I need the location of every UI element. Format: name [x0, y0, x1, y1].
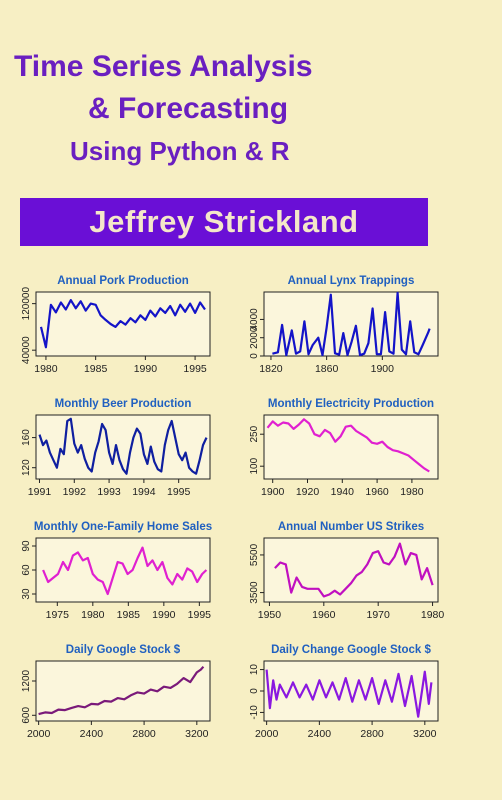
plot-frame [263, 660, 439, 722]
x-tick-label: 1940 [331, 486, 355, 498]
x-tick-label: 2000 [255, 728, 279, 740]
chart-title: Daily Change Google Stock $ [271, 644, 431, 656]
x-tick-label: 2800 [360, 728, 384, 740]
chart-title: Monthly One-Family Home Sales [34, 521, 212, 533]
chart-panel-2: Annual Lynx Trappings 1820 1860 1900 0 200040… [249, 275, 439, 375]
cover-title-line-2: & Forecasting [88, 92, 289, 125]
y-tick-label: 3500 [249, 581, 260, 604]
x-tick-label: 1995 [188, 609, 212, 621]
x-tick-label: 2800 [132, 728, 156, 740]
chart-title: Daily Google Stock $ [66, 644, 181, 656]
series-line [274, 542, 434, 598]
x-tick-label: 1990 [152, 609, 176, 621]
x-tick-label: 1950 [258, 609, 282, 621]
author-name: Jeffrey Strickland [89, 204, 359, 239]
y-tick-label: 250 [249, 425, 260, 442]
chart-panel-1: Annual Pork Production 1980 1985 1990 1995 40… [21, 275, 211, 375]
x-tick-label: 1991 [28, 486, 52, 498]
series-line [265, 669, 433, 718]
chart-title: Monthly Electricity Production [268, 398, 434, 410]
y-tick-label: 5500 [249, 543, 260, 566]
x-tick-label: 1994 [132, 486, 156, 498]
chart-title: Annual Lynx Trappings [288, 275, 415, 287]
x-tick-label: 1980 [400, 486, 424, 498]
x-tick-label: 1860 [315, 363, 339, 375]
x-tick-label: 1995 [183, 363, 207, 375]
y-tick-label: 30 [21, 588, 32, 600]
x-tick-label: 1920 [296, 486, 320, 498]
x-tick-label: 1960 [365, 486, 389, 498]
series-line [266, 418, 430, 473]
y-tick-label: 160 [21, 429, 32, 446]
chart-panel-5: Monthly One-Family Home Sales 1975 1980 198… [21, 521, 212, 621]
author-bar: Jeffrey Strickland [20, 198, 428, 246]
series-line [39, 299, 206, 349]
x-tick-label: 1985 [117, 609, 141, 621]
y-tick-label: 120 [21, 459, 32, 476]
y-tick-label: 10 [249, 664, 260, 676]
y-tick-label: 100 [249, 457, 260, 474]
plot-frame [35, 660, 211, 722]
series-line [42, 546, 208, 596]
x-tick-label: 1992 [63, 486, 87, 498]
chart-title: Annual Number US Strikes [278, 521, 424, 533]
x-tick-label: 1980 [81, 609, 105, 621]
x-tick-label: 1900 [261, 486, 285, 498]
chart-title: Monthly Beer Production [55, 398, 192, 410]
x-tick-label: 2400 [308, 728, 332, 740]
x-tick-label: 3200 [185, 728, 209, 740]
y-tick-label: -10 [249, 705, 260, 720]
plot-frame [35, 537, 211, 603]
x-tick-label: 1993 [97, 486, 121, 498]
y-tick-label: 0 [249, 353, 260, 359]
y-tick-label: 0 [249, 688, 260, 694]
y-tick-label: 90 [21, 540, 32, 552]
series-line [272, 291, 431, 357]
series-line [38, 665, 205, 716]
x-tick-label: 1900 [371, 363, 395, 375]
y-tick-label: 60 [21, 564, 32, 576]
chart-panel-6: Annual Number US Strikes 1950 1960 1970 1980… [249, 521, 444, 621]
y-tick-label: 2000 [249, 326, 260, 349]
x-tick-label: 1995 [167, 486, 191, 498]
x-tick-label: 1960 [312, 609, 336, 621]
x-tick-label: 1975 [46, 609, 70, 621]
chart-panel-4: Monthly Electricity Production 1900 1920 19… [249, 398, 439, 498]
chart-panel-7: Daily Google Stock $ 2000 2400 2800 3200 600 1… [21, 644, 211, 740]
x-tick-label: 1980 [421, 609, 445, 621]
cover-title-line-1: Time Series Analysis [14, 50, 313, 83]
x-tick-label: 1985 [84, 363, 108, 375]
x-tick-label: 2400 [80, 728, 104, 740]
plot-frame [263, 537, 439, 603]
x-tick-label: 1980 [34, 363, 58, 375]
x-tick-label: 2000 [27, 728, 51, 740]
x-tick-label: 1990 [134, 363, 158, 375]
y-tick-label: 600 [21, 707, 32, 724]
x-tick-label: 1820 [259, 363, 283, 375]
series-line [38, 417, 208, 475]
chart-panel-8: Daily Change Google Stock $ 2000 2400 2800 3… [249, 644, 439, 740]
y-tick-label: 1200 [21, 669, 32, 692]
y-tick-label: 4000 [249, 308, 260, 331]
chart-title: Annual Pork Production [57, 275, 189, 287]
cover-subtitle: Using Python & R [70, 136, 290, 166]
x-tick-label: 1970 [367, 609, 391, 621]
y-tick-label: 120000 [21, 287, 32, 321]
x-tick-label: 3200 [413, 728, 437, 740]
chart-panel-3: Monthly Beer Production 1991 1992 1993 1994 1… [21, 398, 211, 498]
y-tick-label: 40000 [21, 336, 32, 364]
